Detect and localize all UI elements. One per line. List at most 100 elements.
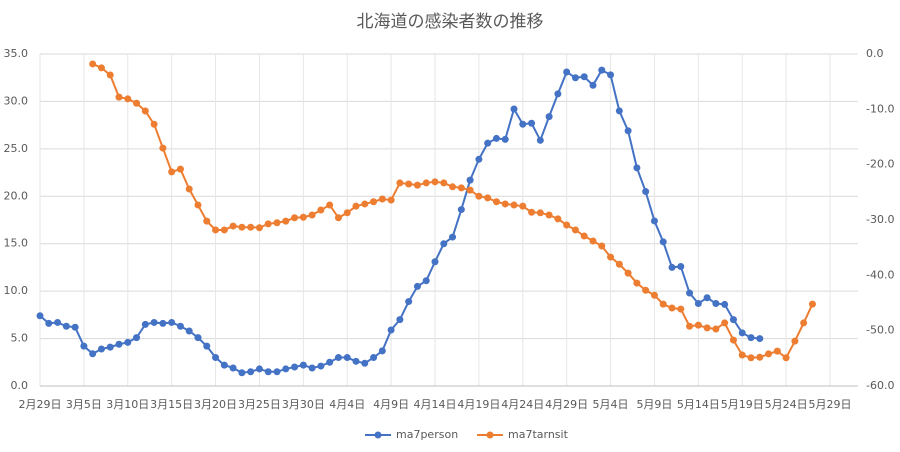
- y-tick-label: 20.0: [4, 189, 29, 202]
- data-point: [308, 364, 316, 372]
- data-point: [212, 226, 220, 234]
- data-point: [106, 71, 114, 79]
- y2-tick-label: -50.0: [866, 324, 894, 337]
- data-point: [712, 299, 720, 307]
- y-tick-label: 25.0: [4, 142, 29, 155]
- data-point: [343, 209, 351, 217]
- data-point: [624, 127, 632, 135]
- data-point: [528, 208, 536, 216]
- data-point: [659, 300, 667, 308]
- x-tick-label: 4月14日: [414, 398, 457, 411]
- data-point: [97, 345, 105, 353]
- data-point: [378, 347, 386, 355]
- y2-tick-label: -20.0: [866, 158, 894, 171]
- data-point: [124, 95, 132, 103]
- y-tick-label: 5.0: [11, 332, 29, 345]
- data-point: [449, 233, 457, 241]
- data-point: [466, 186, 474, 194]
- data-point: [264, 368, 272, 376]
- data-point: [703, 294, 711, 302]
- data-point: [176, 322, 184, 330]
- data-point: [598, 66, 606, 74]
- x-tick-label: 5月14日: [677, 398, 720, 411]
- data-point: [133, 334, 141, 342]
- data-point: [194, 334, 202, 342]
- data-point: [580, 73, 588, 81]
- data-point: [642, 286, 650, 294]
- x-tick-label: 3月15日: [150, 398, 193, 411]
- data-point: [650, 291, 658, 299]
- data-point: [273, 368, 281, 376]
- y2-tick-label: 0.0: [866, 47, 884, 60]
- x-tick-label: 4月19日: [457, 398, 500, 411]
- y-tick-label: 0.0: [11, 379, 29, 392]
- data-point: [598, 242, 606, 250]
- data-point: [133, 99, 141, 107]
- data-point: [343, 354, 351, 362]
- data-point: [80, 342, 88, 350]
- x-tick-label: 3月20日: [194, 398, 237, 411]
- data-point: [141, 107, 149, 115]
- data-point: [457, 206, 465, 214]
- data-point: [431, 258, 439, 266]
- data-point: [141, 320, 149, 328]
- y2-tick-label: -60.0: [866, 379, 894, 392]
- data-point: [299, 213, 307, 221]
- x-tick-label: 3月25日: [238, 398, 281, 411]
- data-point: [352, 202, 360, 210]
- data-point: [361, 200, 369, 208]
- data-point: [694, 299, 702, 307]
- data-point: [457, 184, 465, 192]
- data-point: [475, 155, 483, 163]
- data-point: [712, 325, 720, 333]
- data-point: [554, 90, 562, 98]
- data-point: [475, 192, 483, 200]
- data-point: [150, 120, 158, 128]
- data-point: [554, 215, 562, 223]
- data-point: [484, 139, 492, 147]
- data-point: [519, 202, 527, 210]
- data-point: [97, 64, 105, 72]
- data-point: [756, 335, 764, 343]
- data-point: [370, 354, 378, 362]
- data-point: [615, 260, 623, 268]
- x-tick-label: 4月9日: [373, 398, 409, 411]
- legend-marker: [374, 431, 382, 439]
- data-point: [326, 358, 334, 366]
- x-tick-label: 5月24日: [765, 398, 808, 411]
- data-point: [484, 194, 492, 202]
- data-point: [607, 71, 615, 79]
- data-point: [738, 351, 746, 359]
- data-point: [387, 326, 395, 334]
- data-point: [721, 300, 729, 308]
- data-point: [291, 214, 299, 222]
- legend-label: ma7person: [396, 428, 458, 441]
- data-point: [361, 359, 369, 367]
- data-point: [413, 181, 421, 189]
- data-point: [273, 219, 281, 227]
- data-point: [159, 319, 167, 327]
- data-point: [185, 327, 193, 335]
- data-point: [396, 179, 404, 187]
- chart-title: 北海道の感染者数の推移: [357, 12, 544, 32]
- data-point: [808, 300, 816, 308]
- series-line: [92, 63, 814, 360]
- legend-marker: [486, 431, 494, 439]
- data-point: [168, 318, 176, 326]
- data-point: [352, 357, 360, 365]
- y-tick-label: 15.0: [4, 237, 29, 250]
- data-point: [124, 338, 132, 346]
- y2-tick-label: -40.0: [866, 268, 894, 281]
- x-tick-label: 5月4日: [593, 398, 629, 411]
- data-point: [580, 232, 588, 240]
- y-tick-label: 35.0: [4, 47, 29, 60]
- data-point: [334, 214, 342, 222]
- data-point: [589, 237, 597, 245]
- data-point: [686, 289, 694, 297]
- data-point: [624, 269, 632, 277]
- data-point: [466, 176, 474, 184]
- data-point: [721, 319, 729, 327]
- x-tick-label: 5月9日: [636, 398, 672, 411]
- data-point: [203, 217, 211, 225]
